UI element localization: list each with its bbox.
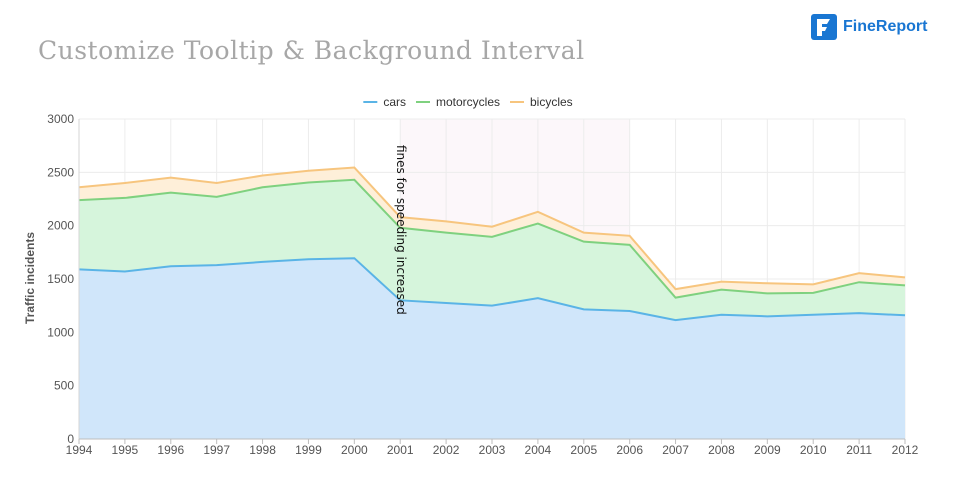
x-tick-label: 2005 [570, 443, 597, 457]
legend-item-bicycles[interactable]: bicycles [510, 95, 573, 109]
x-tick-label: 2011 [846, 443, 872, 457]
x-tick-label: 1994 [66, 443, 93, 457]
x-tick-label: 2012 [892, 443, 919, 457]
x-tick-label: 1997 [203, 443, 230, 457]
x-tick-label: 1998 [249, 443, 276, 457]
annotation-label: fines for speeding increased [394, 145, 408, 315]
y-tick-label: 1500 [47, 272, 74, 286]
finereport-logo-icon [811, 14, 837, 40]
series-line-motorcycles [78, 178, 906, 299]
y-tick-label: 2000 [47, 219, 74, 233]
series-line-cars [78, 257, 906, 322]
legend-item-motorcycles[interactable]: motorcycles [415, 95, 500, 109]
x-tick-label: 1996 [157, 443, 184, 457]
x-tick-label: 1995 [112, 443, 139, 457]
area-motorcycles [79, 179, 905, 321]
y-tick-label: 0 [67, 432, 74, 446]
x-tick-label: 2003 [479, 443, 506, 457]
x-tick-label: 2007 [662, 443, 689, 457]
y-tick-label: 2500 [47, 165, 74, 179]
page-title: Customize Tooltip & Background Interval [38, 36, 585, 65]
y-tick-label: 1000 [47, 325, 74, 339]
x-tick-label: 2009 [754, 443, 781, 457]
x-tick-label: 2002 [433, 443, 460, 457]
x-tick-label: 2006 [616, 443, 643, 457]
legend-label-cars: cars [383, 95, 406, 109]
x-tick-label: 2004 [525, 443, 552, 457]
x-tick-label: 2010 [800, 443, 827, 457]
brand-logo: FineReport [811, 14, 927, 40]
legend-label-bicycles: bicycles [530, 95, 573, 109]
y-tick-label: 500 [54, 379, 74, 393]
x-tick-label: 2008 [708, 443, 735, 457]
series-line-bicycles [78, 166, 906, 291]
legend-item-cars[interactable]: cars [363, 95, 406, 109]
legend-label-motorcycles: motorcycles [436, 95, 500, 109]
x-tick-label: 2000 [341, 443, 368, 457]
area-cars [79, 258, 905, 439]
y-axis-label: Traffic incidents [23, 232, 37, 324]
x-tick-label: 1999 [295, 443, 322, 457]
x-tick-label: 2001 [387, 443, 414, 457]
area-bicycles [79, 167, 905, 298]
brand-name: FineReport [843, 18, 928, 35]
y-tick-label: 3000 [47, 112, 74, 126]
